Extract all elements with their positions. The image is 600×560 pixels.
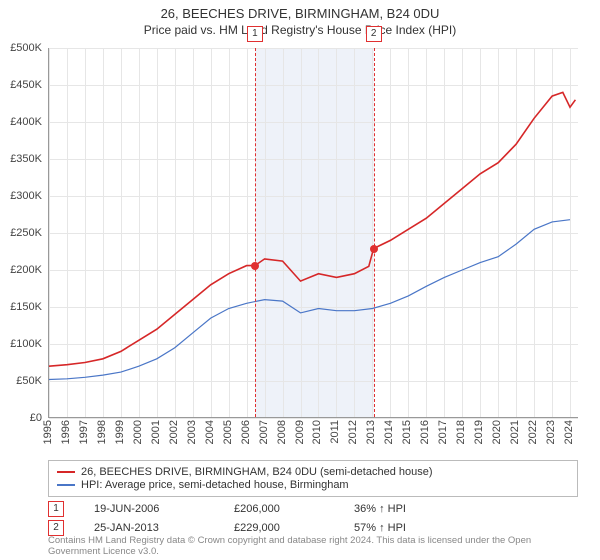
x-tick-label: 2011 [329,420,341,444]
transaction-delta: 36% ↑ HPI [354,503,406,515]
x-tick-label: 2007 [258,420,270,444]
marker-dashed-line [374,48,375,417]
y-tick-label: £300K [0,190,42,202]
transaction-date: 19-JUN-2006 [94,503,204,515]
marker-dot [370,245,378,253]
y-tick-label: £400K [0,116,42,128]
series-line [49,220,570,380]
y-tick-label: £50K [0,375,42,387]
legend-label: HPI: Average price, semi-detached house,… [81,479,349,491]
y-tick-label: £200K [0,264,42,276]
transaction-row: 2 25-JAN-2013 £229,000 57% ↑ HPI [48,520,578,536]
x-tick-label: 2004 [204,420,216,444]
x-tick-label: 2019 [473,420,485,444]
x-tick-label: 2008 [276,420,288,444]
legend-swatch [57,471,75,473]
x-tick-label: 2006 [240,420,252,444]
x-tick-label: 2021 [509,420,521,444]
x-tick-label: 1998 [96,420,108,444]
legend-swatch [57,484,75,486]
x-tick-label: 1997 [78,420,90,444]
transaction-price: £206,000 [234,503,324,515]
x-tick-label: 2023 [545,420,557,444]
series-line [49,92,575,366]
y-tick-label: £150K [0,301,42,313]
x-tick-label: 2020 [491,420,503,444]
x-tick-label: 1999 [114,420,126,444]
legend-label: 26, BEECHES DRIVE, BIRMINGHAM, B24 0DU (… [81,466,433,478]
x-tick-label: 2009 [294,420,306,444]
x-tick-label: 2010 [311,420,323,444]
transaction-delta: 57% ↑ HPI [354,522,406,534]
legend-item: 26, BEECHES DRIVE, BIRMINGHAM, B24 0DU (… [57,466,569,478]
plot-area: 12 [48,48,578,418]
transaction-table: 1 19-JUN-2006 £206,000 36% ↑ HPI 2 25-JAN-201… [48,498,578,539]
x-tick-label: 2012 [347,420,359,444]
y-tick-label: £100K [0,338,42,350]
chart: 12 £0£50K£100K£150K£200K£250K£300K£350K£… [48,48,578,418]
x-tick-label: 2003 [186,420,198,444]
marker-dot [251,262,259,270]
y-tick-label: £250K [0,227,42,239]
x-tick-label: 1995 [42,420,54,444]
chart-titles: 26, BEECHES DRIVE, BIRMINGHAM, B24 0DU P… [0,0,600,37]
x-tick-label: 2002 [168,420,180,444]
x-tick-label: 2017 [437,420,449,444]
legend: 26, BEECHES DRIVE, BIRMINGHAM, B24 0DU (… [48,460,578,497]
y-tick-label: £0 [0,412,42,424]
legend-item: HPI: Average price, semi-detached house,… [57,479,569,491]
x-tick-label: 2000 [132,420,144,444]
x-tick-label: 2016 [419,420,431,444]
x-tick-label: 2024 [563,420,575,444]
y-tick-label: £500K [0,42,42,54]
x-tick-label: 2022 [527,420,539,444]
x-tick-label: 2013 [365,420,377,444]
subtitle: Price paid vs. HM Land Registry's House … [0,23,600,37]
attribution: Contains HM Land Registry data © Crown c… [48,536,578,558]
y-tick-label: £350K [0,153,42,165]
marker-dashed-line [255,48,256,417]
transaction-marker: 1 [48,501,64,517]
x-tick-label: 2001 [150,420,162,444]
transaction-date: 25-JAN-2013 [94,522,204,534]
line-layer [49,48,579,418]
x-tick-label: 2018 [455,420,467,444]
x-tick-label: 2005 [222,420,234,444]
x-tick-label: 2014 [383,420,395,444]
title: 26, BEECHES DRIVE, BIRMINGHAM, B24 0DU [0,6,600,21]
transaction-marker: 2 [48,520,64,536]
marker-label: 2 [366,26,382,42]
transaction-price: £229,000 [234,522,324,534]
x-tick-label: 1996 [60,420,72,444]
transaction-row: 1 19-JUN-2006 £206,000 36% ↑ HPI [48,501,578,517]
x-tick-label: 2015 [401,420,413,444]
gridline-h [49,418,578,419]
y-tick-label: £450K [0,79,42,91]
marker-label: 1 [247,26,263,42]
